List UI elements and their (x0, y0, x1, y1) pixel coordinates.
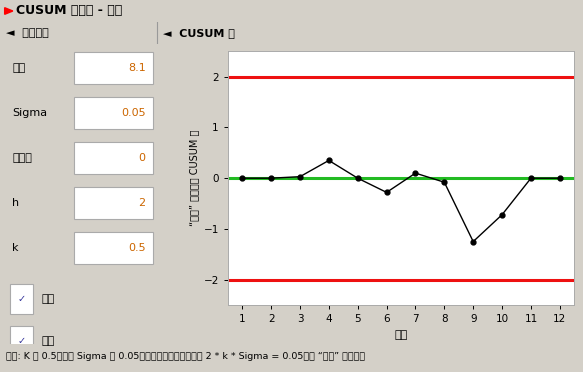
Text: Sigma: Sigma (12, 108, 48, 118)
Text: ✓: ✓ (17, 294, 26, 304)
Text: 注意: K 为 0.5，以及 Sigma 为 0.05，表示最小可检测变化为 2 * k * Sigma = 0.05，以 “目标” 为中心。: 注意: K 为 0.5，以及 Sigma 为 0.05，表示最小可检测变化为 2… (6, 352, 365, 361)
FancyBboxPatch shape (10, 284, 33, 314)
Polygon shape (5, 8, 13, 14)
X-axis label: 小时: 小时 (395, 330, 408, 340)
FancyBboxPatch shape (73, 142, 153, 174)
Text: 0.05: 0.05 (121, 108, 146, 118)
Text: 8.1: 8.1 (128, 63, 146, 73)
Text: 2: 2 (139, 198, 146, 208)
Text: k: k (12, 243, 19, 253)
FancyBboxPatch shape (73, 52, 153, 84)
Text: ◄  CUSUM 图: ◄ CUSUM 图 (163, 28, 235, 38)
Text: h: h (12, 198, 19, 208)
Text: ◄  控制面板: ◄ 控制面板 (6, 28, 48, 38)
FancyBboxPatch shape (73, 187, 153, 219)
FancyBboxPatch shape (73, 97, 153, 129)
FancyBboxPatch shape (73, 232, 153, 264)
Text: CUSUM 控制图 - 重量: CUSUM 控制图 - 重量 (16, 4, 122, 17)
Text: 起始值: 起始值 (12, 153, 32, 163)
Text: ✓: ✓ (17, 336, 26, 346)
Text: 0: 0 (139, 153, 146, 163)
Y-axis label: “重量” 的标准化 CUSUM 值: “重量” 的标准化 CUSUM 值 (189, 130, 199, 227)
Text: 0.5: 0.5 (128, 243, 146, 253)
Text: 下侧: 下侧 (42, 336, 55, 346)
Text: 上侧: 上侧 (42, 294, 55, 304)
Text: 目标: 目标 (12, 63, 26, 73)
FancyBboxPatch shape (10, 326, 33, 356)
